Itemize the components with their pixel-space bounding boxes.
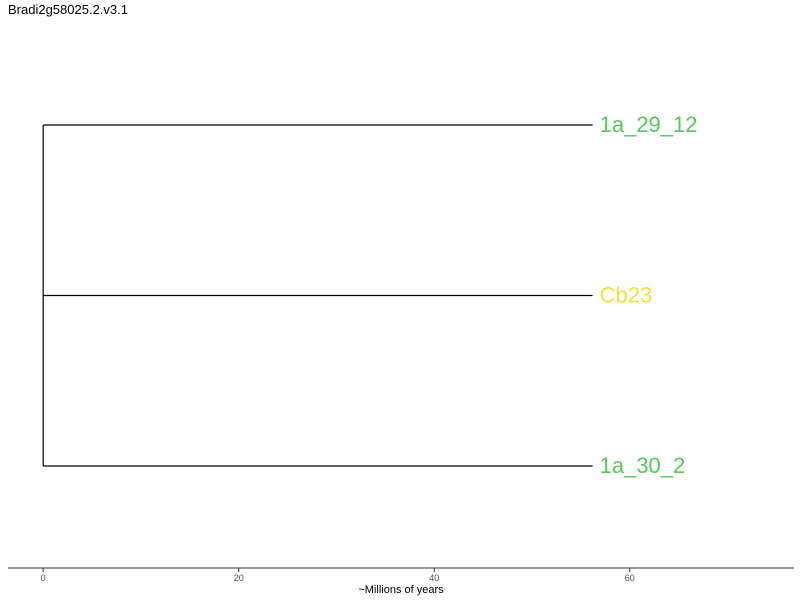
tip-label: 1a_29_12 [600,112,698,137]
tip-label: 1a_30_2 [600,453,686,478]
tip-label: Cb23 [600,282,653,307]
plot-title: Bradi2g58025.2.v3.1 [8,2,128,17]
x-tick-label: 20 [234,573,244,583]
tip-labels: 1a_29_12 Cb23 1a_30_2 [600,112,698,478]
x-tick-label: 40 [429,573,439,583]
x-tick-label: 0 [41,573,46,583]
x-axis: 0 20 40 60 ~Millions of years [8,567,794,596]
x-axis-title: ~Millions of years [358,584,444,596]
tree-branches [42,124,593,467]
x-tick-label: 60 [625,573,635,583]
x-axis-ticks: 0 20 40 60 [41,568,635,583]
